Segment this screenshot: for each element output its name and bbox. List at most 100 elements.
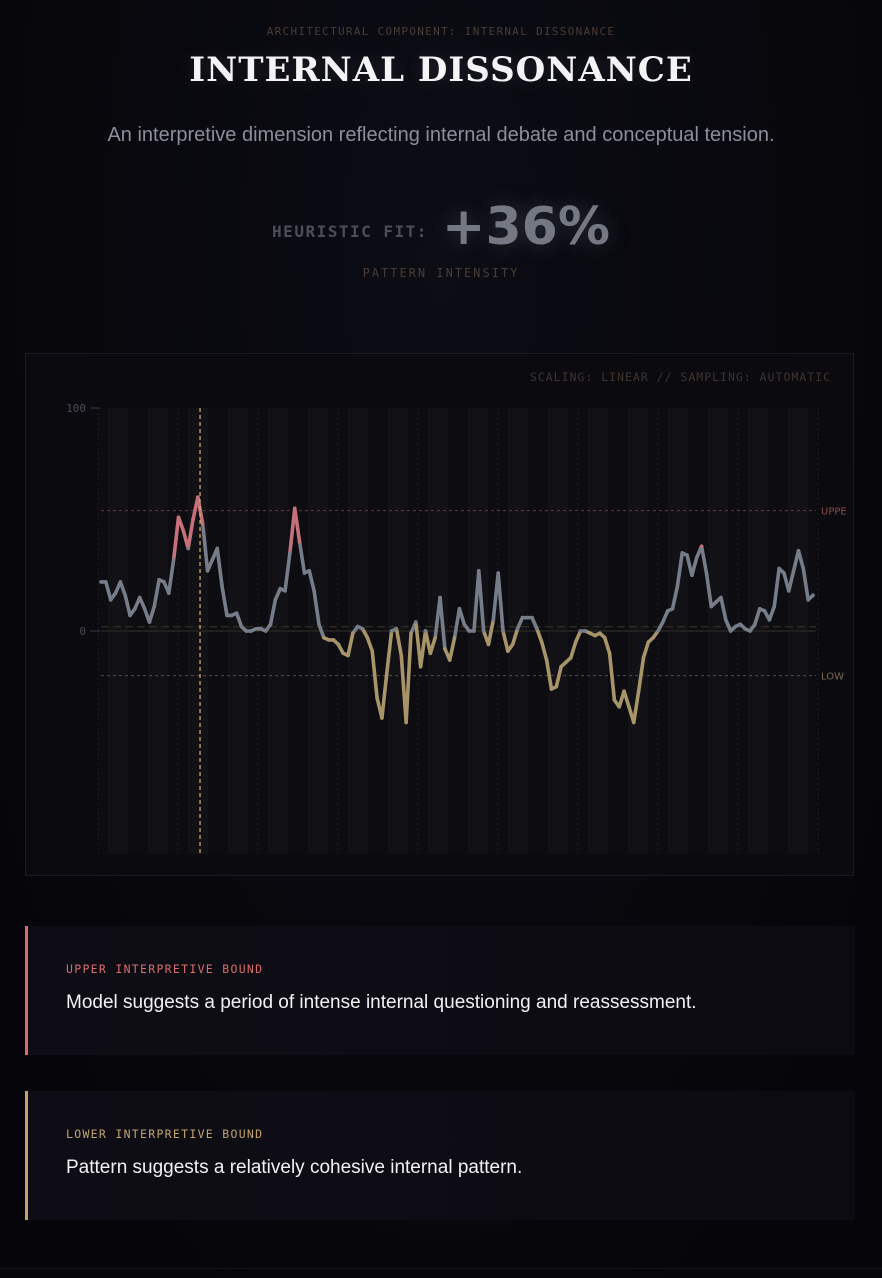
data-point <box>210 557 215 562</box>
page-subtitle: An interpretive dimension reflecting int… <box>107 124 775 146</box>
data-point <box>767 618 772 622</box>
data-point <box>486 642 491 647</box>
upper-bound-text: Model suggests a period of intense inter… <box>66 992 697 1013</box>
series-segment <box>123 593 132 618</box>
data-point <box>118 580 123 584</box>
data-point <box>142 607 147 611</box>
series-segment <box>317 622 326 640</box>
data-point <box>738 622 743 627</box>
data-point <box>588 631 592 635</box>
data-point <box>448 658 452 662</box>
data-point <box>438 595 442 600</box>
data-point <box>496 571 500 575</box>
data-point <box>157 578 161 582</box>
data-point <box>389 629 394 633</box>
series-segment <box>118 580 128 598</box>
data-point <box>665 609 670 613</box>
series-segment <box>307 568 316 593</box>
data-point <box>656 629 660 633</box>
data-point <box>743 627 747 631</box>
data-point <box>540 640 544 644</box>
series-segment <box>796 548 806 571</box>
series-segment <box>690 555 699 578</box>
series-segment <box>312 589 321 627</box>
heuristic-fit: HEURISTIC FIT: +36% <box>0 192 882 262</box>
data-point <box>622 689 626 693</box>
series-segment <box>636 655 646 694</box>
data-point <box>152 604 156 609</box>
series-segment <box>602 635 612 656</box>
data-point <box>564 660 568 664</box>
series-segment <box>772 566 781 609</box>
data-point <box>612 698 617 702</box>
series-segment <box>753 606 762 627</box>
data-point <box>249 629 253 633</box>
series-segment <box>384 629 394 676</box>
series-segment <box>510 626 520 647</box>
data-point <box>457 607 462 611</box>
data-point <box>554 685 558 689</box>
data-point <box>675 584 680 589</box>
series-segment <box>394 626 404 658</box>
data-point <box>418 664 423 669</box>
series-segment <box>346 631 355 658</box>
data-point <box>409 631 413 635</box>
data-point <box>670 607 675 611</box>
series-segment <box>200 522 210 573</box>
data-point <box>748 629 752 633</box>
dissonance-line-chart[interactable]: UPPE LOW 100 0 <box>26 354 853 875</box>
data-point <box>758 607 762 611</box>
data-point <box>462 622 466 627</box>
data-point <box>201 522 205 526</box>
series-segment <box>428 635 438 656</box>
chart-gridlines <box>97 408 819 854</box>
data-point <box>472 629 476 633</box>
chart-threshold-rules: UPPE LOW <box>101 507 847 683</box>
data-point <box>801 566 806 571</box>
data-point <box>360 627 365 631</box>
data-point <box>230 613 234 618</box>
data-point <box>772 604 776 609</box>
data-point <box>288 551 292 555</box>
data-point <box>307 569 311 573</box>
data-point <box>535 627 539 631</box>
data-point <box>138 595 142 600</box>
data-point <box>806 598 810 602</box>
data-point <box>399 653 403 658</box>
data-point <box>147 620 152 624</box>
data-point <box>176 515 181 519</box>
data-point <box>326 638 331 642</box>
data-point <box>777 566 781 571</box>
data-point <box>695 555 699 560</box>
data-point <box>753 622 757 627</box>
series-segment <box>167 557 176 595</box>
data-point <box>181 528 186 533</box>
data-point <box>661 620 665 624</box>
data-point <box>196 495 200 499</box>
series-segment <box>724 618 733 633</box>
data-point <box>128 613 132 618</box>
footer-divider <box>0 1268 882 1269</box>
series-segment <box>288 506 297 555</box>
series-segment <box>292 506 302 544</box>
series-segment <box>457 606 467 627</box>
series-segment <box>196 495 205 526</box>
y-tick-label: 100 <box>66 402 86 415</box>
data-point <box>714 600 718 604</box>
data-point <box>651 635 655 640</box>
data-point <box>544 658 549 662</box>
series-segment <box>675 551 685 589</box>
data-point <box>278 586 282 591</box>
lower-bound-text: Pattern suggests a relatively cohesive i… <box>66 1157 523 1178</box>
data-point <box>491 618 496 622</box>
data-point <box>365 635 370 640</box>
data-point <box>356 624 360 629</box>
data-point <box>380 716 384 720</box>
series-segment <box>418 629 428 669</box>
series-segment <box>539 640 549 662</box>
series-segment <box>365 635 375 653</box>
data-point <box>782 571 786 575</box>
data-point <box>506 649 510 653</box>
series-segment <box>423 629 433 656</box>
series-segment <box>171 515 181 562</box>
